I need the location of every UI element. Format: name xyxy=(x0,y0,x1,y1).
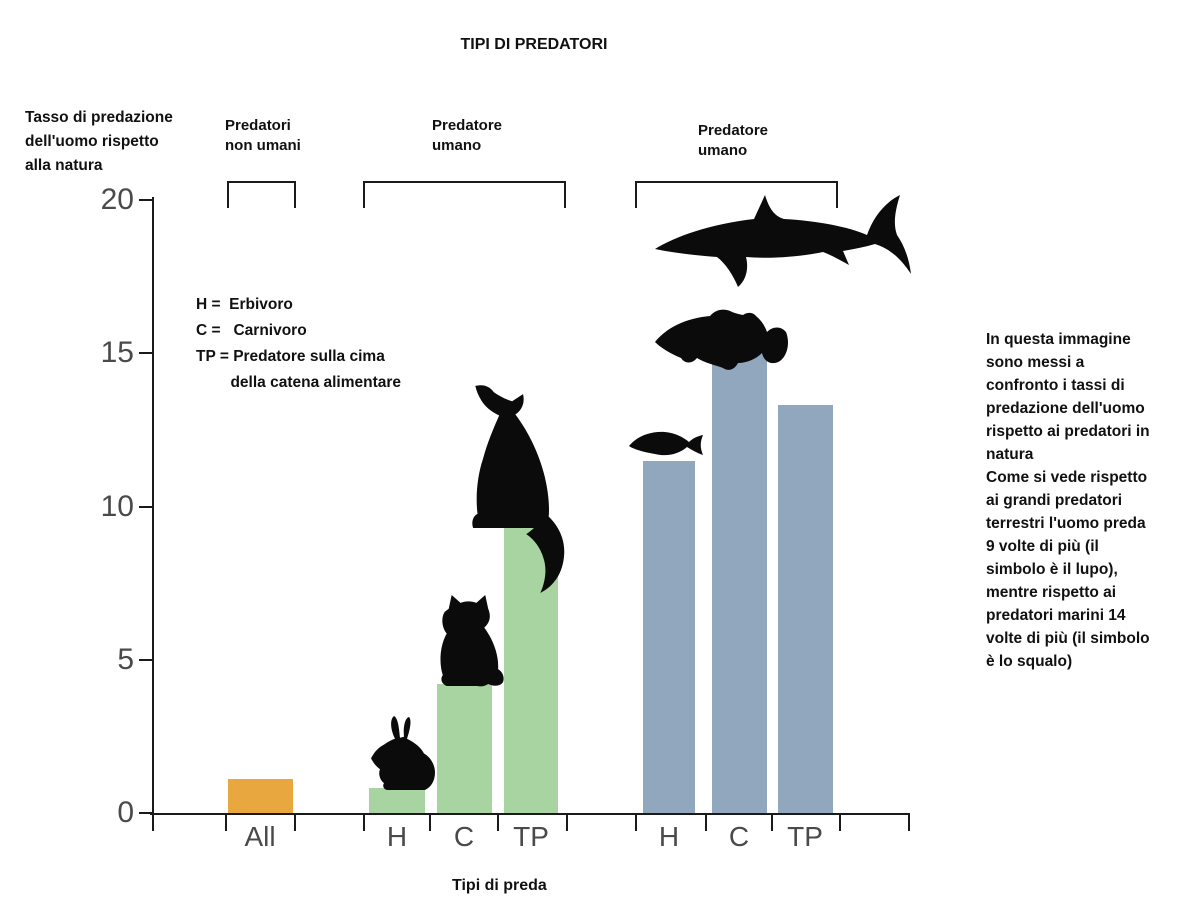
x-category-label: TP xyxy=(787,821,823,852)
x-axis-tick xyxy=(497,815,499,831)
x-category-label: C xyxy=(453,821,475,852)
x-category-label: H xyxy=(658,821,680,852)
bar-c xyxy=(436,684,492,813)
group-bracket xyxy=(227,181,296,208)
x-category-label: C xyxy=(728,821,750,852)
x-axis-tick xyxy=(839,815,841,831)
chart-title: TIPI DI PREDATORI xyxy=(460,36,608,53)
x-axis-tick xyxy=(566,815,568,831)
x-axis-line xyxy=(150,813,910,815)
group-bracket xyxy=(363,181,566,208)
legend-line: H = Erbivoro xyxy=(196,296,293,313)
x-axis-tick xyxy=(225,815,227,831)
group-label: Predatori non umani xyxy=(225,117,301,154)
y-axis-line xyxy=(152,197,154,831)
cat-icon xyxy=(427,590,504,687)
annotation-text: In questa immagine sono messi a confront… xyxy=(986,331,1150,670)
x-axis-tick xyxy=(635,815,637,831)
group-label: Predatore umano xyxy=(698,122,769,159)
x-axis-label: Tipi di preda xyxy=(452,877,547,894)
x-axis-tick xyxy=(429,815,431,831)
legend-line: TP = Predatore sulla cima xyxy=(196,348,385,365)
rabbit-icon xyxy=(364,715,436,792)
x-axis-tick xyxy=(771,815,773,831)
bar-h xyxy=(643,461,695,813)
bar-c xyxy=(711,353,767,813)
y-axis-tick-label: 5 xyxy=(117,642,134,676)
y-axis-tick xyxy=(139,505,152,508)
x-category-label: All xyxy=(244,821,276,852)
x-axis-tick xyxy=(363,815,365,831)
group-bracket xyxy=(635,181,838,208)
x-axis-tick xyxy=(705,815,707,831)
bar-all xyxy=(227,779,293,813)
x-axis-tick xyxy=(908,815,910,831)
group-label: Predatore umano xyxy=(432,117,503,154)
x-axis-tick xyxy=(294,815,296,831)
y-axis-tick xyxy=(139,658,152,661)
legend-line: C = Carnivoro xyxy=(196,322,307,339)
bar-h xyxy=(369,788,425,813)
y-axis-tick xyxy=(139,812,152,814)
y-axis-label: Tasso di predazione dell'uomo rispetto a… xyxy=(25,109,173,174)
y-axis-tick-label: 15 xyxy=(100,336,134,370)
legend-line: della catena alimentare xyxy=(196,374,402,391)
y-axis-tick xyxy=(139,199,152,201)
small-fish-icon xyxy=(627,426,705,462)
y-axis-tick xyxy=(139,352,152,355)
y-axis-tick-label: 10 xyxy=(100,489,134,523)
y-axis-tick-label: 20 xyxy=(100,183,134,216)
big-fish-icon xyxy=(652,303,792,373)
shark-icon xyxy=(652,192,912,292)
y-axis-tick-label: 0 xyxy=(117,796,134,829)
bar-tp xyxy=(777,405,833,813)
x-category-label: TP xyxy=(513,821,549,852)
x-category-label: H xyxy=(386,821,408,852)
wolf-icon xyxy=(445,382,575,597)
